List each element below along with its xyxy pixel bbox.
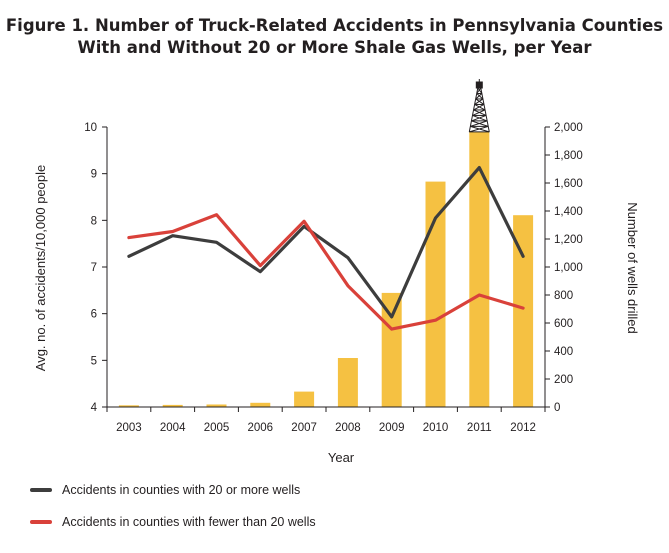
y-right-tick-label: 1,800 [554,150,583,162]
y-right-tick-label: 1,600 [554,178,583,190]
legend-swatch-red [30,520,52,524]
rig-brace [470,125,490,133]
y-right-tick-label: 1,000 [554,262,583,274]
legend-label: Accidents in counties with fewer than 20… [62,515,316,529]
rig-brace [473,109,487,116]
bar-2011 [469,131,490,407]
chart-title-line1: Figure 1. Number of Truck-Related Accide… [5,16,664,35]
rig-brace [476,87,482,94]
series-line-20-or-more [127,166,525,319]
x-tick-label-2012: 2012 [510,422,536,434]
rig-brace [475,93,483,100]
y-left-tick-label: 5 [91,355,97,367]
y-left-tick-label: 4 [91,402,98,414]
y-axis-right-label: Number of wells drilled [625,202,640,334]
x-tick-label-2008: 2008 [335,422,361,434]
bar-2006 [250,402,271,407]
y-right-tick-label: 1,200 [554,234,583,246]
y-axis-left-label: Avg. no. of accidents/10,000 people [33,165,48,371]
x-tick-label-2010: 2010 [423,422,449,434]
y-left-tick-label: 10 [84,122,97,134]
legend-item-fewer-than-20: Accidents in counties with fewer than 20… [30,515,316,529]
y-left-tick-label: 9 [91,169,97,181]
x-tick-label-2004: 2004 [160,422,186,434]
y-left-tick-label: 8 [91,215,97,227]
rig-brace [471,120,489,127]
y-right-tick-label: 0 [554,402,560,414]
rig-brace [476,93,484,100]
y-right-tick-label: 2,000 [554,122,583,134]
y-right-tick-label: 800 [554,290,573,302]
bar-2007 [294,391,315,407]
bar-2009 [381,292,402,407]
y-right-tick-label: 200 [554,374,573,386]
drilling-rig-icon [468,79,490,133]
y-right-tick-label: 600 [554,318,573,330]
x-tick-label-2007: 2007 [291,422,317,434]
y-left-tick-label: 6 [91,309,97,321]
rig-crown [475,81,483,89]
bar-2008 [337,358,358,407]
bar-2005 [206,404,227,407]
y-right-tick-label: 400 [554,346,573,358]
rig-brace [474,98,484,105]
rig-brace [475,98,485,105]
rig-brace [477,87,483,94]
rig-brace [472,114,488,122]
series-line-fewer-than-20 [127,213,525,331]
y-left-tick-label: 7 [91,262,97,274]
bar-2010 [425,181,446,407]
y-right-tick-label: 1,400 [554,206,583,218]
x-tick-label-2011: 2011 [467,422,492,434]
x-tick-label-2003: 2003 [116,422,142,434]
legend-swatch-dark [30,488,52,492]
bar-2004 [162,404,183,407]
legend-label: Accidents in counties with 20 or more we… [62,483,301,497]
x-tick-label-2006: 2006 [248,422,274,434]
rig-brace [474,104,486,111]
x-tick-label-2009: 2009 [379,422,405,434]
legend-item-20-or-more: Accidents in counties with 20 or more we… [30,483,300,497]
x-tick-label-2005: 2005 [204,422,230,434]
bar-2012 [513,215,534,407]
chart-title-line2: With and Without 20 or More Shale Gas We… [77,38,592,57]
x-axis-label: Year [328,450,355,465]
bar-2003 [118,405,139,407]
